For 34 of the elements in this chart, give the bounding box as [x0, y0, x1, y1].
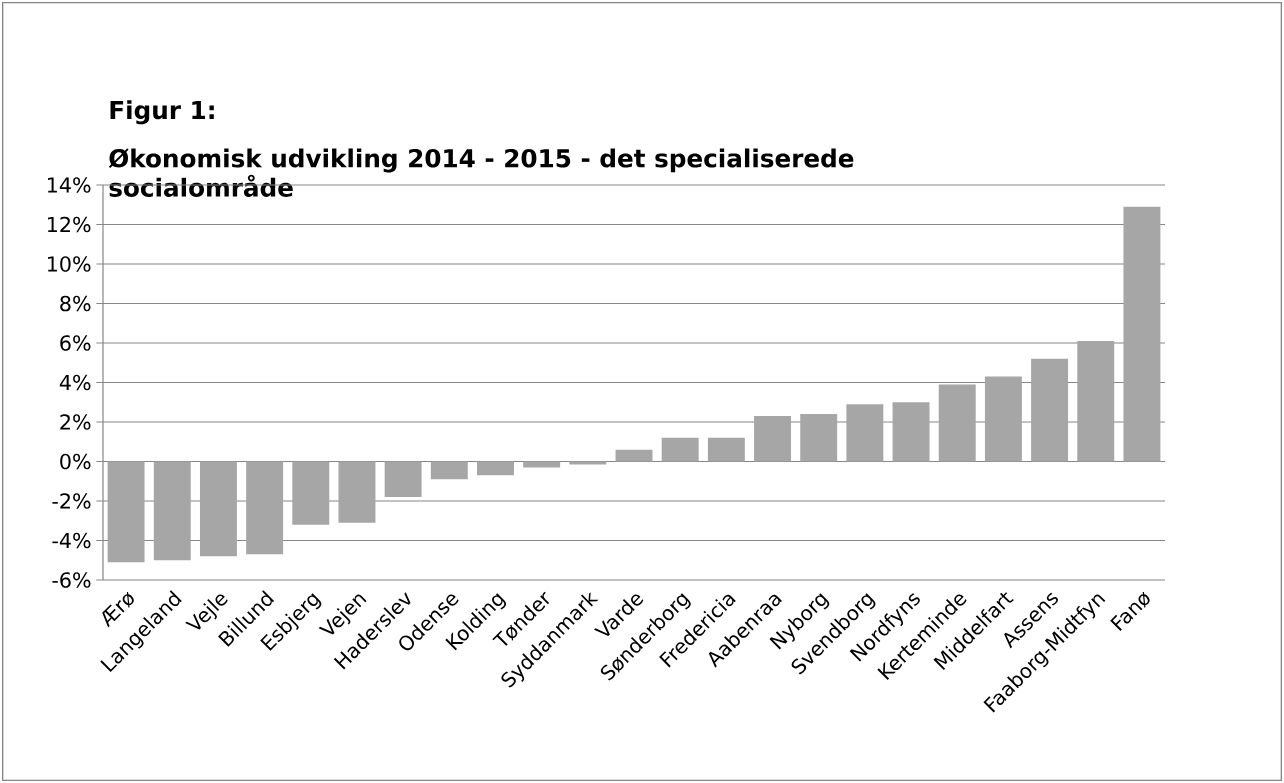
bar — [292, 461, 330, 525]
chart-subtitle: Økonomisk udvikling 2014 - 2015 - det specialiserede socialområde — [108, 148, 854, 197]
bar — [107, 461, 145, 563]
y-tick-label: 0% — [60, 453, 91, 470]
y-tick-label: 12% — [47, 216, 91, 233]
bar — [199, 461, 237, 557]
y-tick-label: 14% — [47, 177, 91, 193]
y-tick-label: 8% — [60, 295, 91, 312]
y-tick-label: -2% — [52, 493, 91, 509]
y-tick-label: 4% — [59, 374, 91, 391]
bar — [846, 404, 884, 462]
bar — [1123, 206, 1161, 462]
bar — [430, 461, 468, 480]
bar — [1031, 358, 1069, 462]
bar — [153, 461, 191, 561]
bar — [707, 437, 745, 462]
bar — [754, 416, 791, 462]
chart-title: Figur 1: — [110, 100, 214, 125]
y-tick-label: 2% — [60, 414, 91, 430]
bar — [384, 461, 422, 498]
bar — [338, 461, 376, 523]
y-tick-label: -4% — [52, 532, 91, 549]
bar — [984, 376, 1022, 462]
bar — [892, 402, 930, 462]
bar — [1077, 341, 1115, 462]
bar — [615, 449, 653, 462]
y-tick-label: 6% — [60, 335, 91, 351]
bar — [938, 384, 976, 462]
bar — [661, 437, 699, 462]
y-tick-label: 10% — [47, 256, 91, 272]
y-tick-label: -6% — [52, 572, 91, 588]
bar — [246, 461, 284, 555]
bar — [800, 414, 838, 462]
bar — [477, 461, 514, 476]
